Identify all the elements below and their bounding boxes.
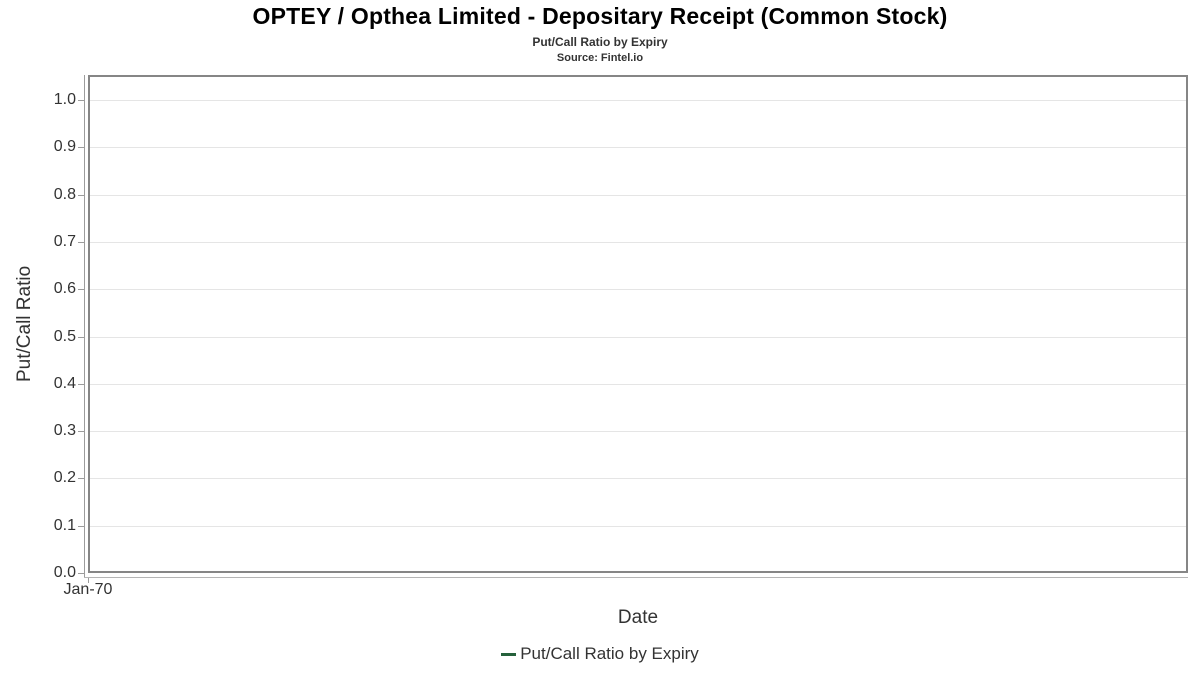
gridline <box>90 147 1186 148</box>
legend-item-label: Put/Call Ratio by Expiry <box>520 644 699 663</box>
legend-item-put-call-ratio[interactable]: Put/Call Ratio by Expiry <box>501 644 699 664</box>
y-tick-mark <box>78 100 84 101</box>
y-tick-mark <box>78 242 84 243</box>
y-tick-mark <box>78 147 84 148</box>
x-axis-label: Date <box>617 607 659 628</box>
x-axis-line <box>84 577 1188 578</box>
x-tick-label: Jan-70 <box>63 581 113 598</box>
y-tick-mark <box>78 289 84 290</box>
chart-subtitle: Put/Call Ratio by Expiry <box>532 35 668 49</box>
y-tick-label: 1.0 <box>53 91 76 108</box>
y-tick-mark <box>78 384 84 385</box>
legend: Put/Call Ratio by Expiry <box>0 644 1200 664</box>
gridline <box>90 100 1186 101</box>
y-tick-mark <box>78 573 84 574</box>
y-tick-mark <box>78 431 84 432</box>
gridline <box>90 431 1186 432</box>
y-tick-label: 0.5 <box>53 328 76 345</box>
y-tick-label: 0.7 <box>53 233 76 250</box>
chart-title: OPTEY / Opthea Limited - Depositary Rece… <box>252 3 948 29</box>
gridline <box>90 289 1186 290</box>
y-tick-label: 0.9 <box>53 138 76 155</box>
gridline <box>90 384 1186 385</box>
y-tick-label: 0.6 <box>53 280 76 297</box>
y-tick-mark <box>78 337 84 338</box>
y-tick-label: 0.2 <box>53 469 76 486</box>
x-tick-mark <box>88 578 89 583</box>
chart-source-label: Source: Fintel.io <box>556 52 644 64</box>
y-tick-label: 0.0 <box>53 564 76 581</box>
y-tick-label: 0.3 <box>53 422 76 439</box>
y-tick-label: 0.4 <box>53 375 76 392</box>
legend-line-marker <box>501 652 517 656</box>
gridline <box>90 526 1186 527</box>
y-tick-label: 0.8 <box>53 186 76 203</box>
y-tick-label: 0.1 <box>53 517 76 534</box>
y-tick-mark <box>78 478 84 479</box>
gridline <box>90 478 1186 479</box>
y-axis-line <box>84 75 85 578</box>
gridline <box>90 242 1186 243</box>
gridline <box>90 195 1186 196</box>
plot-area <box>88 75 1188 573</box>
y-tick-mark <box>78 526 84 527</box>
gridline <box>90 337 1186 338</box>
y-tick-mark <box>78 195 84 196</box>
